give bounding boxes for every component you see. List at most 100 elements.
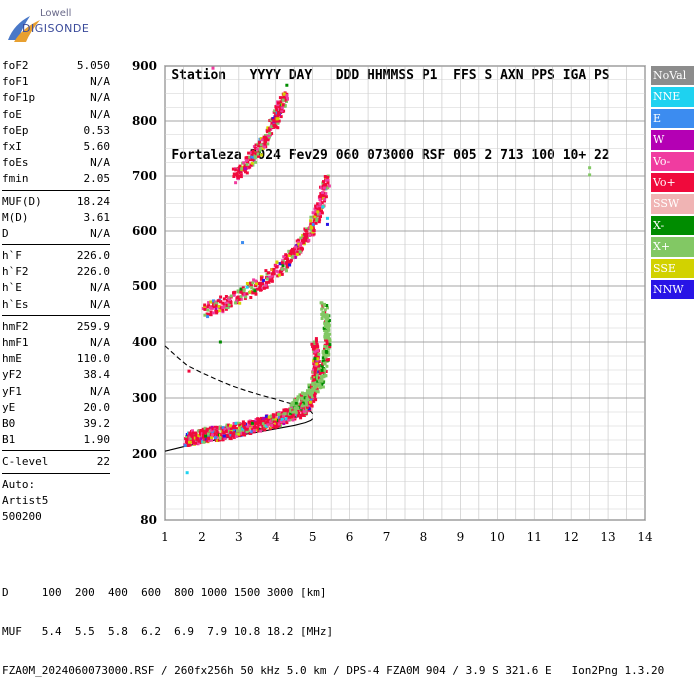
param-row: foF1p N/A <box>2 91 110 105</box>
header-value: 005 <box>453 148 477 163</box>
param-row: foF1 N/A <box>2 75 110 89</box>
echo-point <box>287 415 291 419</box>
echo-point <box>323 329 327 332</box>
echo-point <box>218 340 222 344</box>
header-labels: Station YYYY DAY DDD HHMMSS P1 FFS S AXN… <box>140 52 610 100</box>
echo-point <box>326 335 330 339</box>
echo-point <box>312 219 316 223</box>
echo-point <box>252 145 256 149</box>
echo-point <box>206 305 210 309</box>
echo-point <box>309 215 313 219</box>
echo-point <box>224 295 228 298</box>
header-value: 100 <box>531 148 555 163</box>
echo-point <box>305 234 309 238</box>
echo-point <box>307 383 311 387</box>
echo-point <box>265 130 269 134</box>
echo-point <box>259 429 263 433</box>
param-row: C-level 22 <box>2 455 110 469</box>
echo-point <box>289 407 293 411</box>
echo-point <box>217 304 221 308</box>
divider <box>2 314 110 316</box>
echo-point <box>327 323 331 327</box>
echo-point <box>207 437 211 441</box>
echo-point <box>302 232 306 236</box>
echo-point <box>280 96 284 100</box>
echo-point <box>299 244 303 247</box>
station-header: Station YYYY DAY DDD HHMMSS P1 FFS S AXN… <box>140 20 610 196</box>
echo-point <box>277 422 281 426</box>
echo-point <box>188 443 192 447</box>
x-tick-label: 9 <box>457 530 465 544</box>
echo-point <box>313 207 317 211</box>
echo-point <box>289 411 293 415</box>
echo-point <box>313 378 317 382</box>
echo-point <box>206 308 210 312</box>
echo-point <box>277 411 281 414</box>
echo-point <box>321 362 325 366</box>
echo-point <box>276 117 280 120</box>
echo-point <box>268 278 272 282</box>
echo-point <box>326 175 330 179</box>
x-tick-label: 3 <box>235 530 243 544</box>
echo-point <box>264 414 268 418</box>
echo-point <box>291 403 295 407</box>
echo-point <box>316 364 320 368</box>
echo-point <box>323 175 327 178</box>
echo-point <box>285 263 289 267</box>
echo-point <box>315 389 319 393</box>
echo-point <box>285 96 289 100</box>
echo-point <box>291 414 295 418</box>
echo-point <box>210 433 214 437</box>
echo-point <box>236 289 240 293</box>
ionogram-plot: 1 2 3 4 5 6 7 8 9 10 11 12 13 14802003004005006007008… <box>132 59 653 544</box>
echo-point <box>323 313 327 317</box>
echo-point <box>237 297 241 301</box>
echo-point <box>261 138 264 142</box>
echo-point <box>311 223 315 226</box>
echo-point <box>328 343 332 347</box>
echo-point <box>296 402 300 406</box>
echo-point <box>188 431 192 435</box>
echo-point <box>191 429 194 433</box>
echo-point <box>245 292 249 296</box>
echo-point <box>319 386 323 389</box>
echo-point <box>309 393 312 397</box>
echo-point <box>259 416 263 420</box>
echo-point <box>296 409 300 413</box>
muf-line: MUF 5.4 5.5 5.8 6.2 6.9 7.9 10.8 18.2 [M… <box>2 625 334 638</box>
echo-point <box>267 280 271 284</box>
echo-point <box>273 115 277 119</box>
legend-item-vo-plus: Vo+ <box>651 172 694 193</box>
echo-point <box>299 416 303 420</box>
echo-point <box>321 356 325 360</box>
echo-point <box>212 305 216 309</box>
echo-point <box>325 339 329 343</box>
echo-point <box>194 441 198 445</box>
echo-point <box>244 295 248 299</box>
echo-point <box>229 431 233 435</box>
echo-point <box>251 158 255 161</box>
echo-point <box>321 191 325 195</box>
echo-point <box>309 219 313 223</box>
echo-point <box>283 104 287 107</box>
echo-point <box>280 272 284 276</box>
echo-point <box>307 400 311 404</box>
header-value: 713 <box>500 148 524 163</box>
divider <box>2 189 110 191</box>
echo-point <box>317 220 321 224</box>
echo-point <box>251 291 255 295</box>
echo-point <box>240 167 244 171</box>
echo-point <box>253 424 257 428</box>
echo-point <box>310 390 314 394</box>
echo-point <box>226 306 230 310</box>
header-label: PS <box>594 68 610 83</box>
echo-point <box>252 428 256 432</box>
echo-point <box>294 401 298 405</box>
echo-point <box>300 239 304 243</box>
echo-point <box>209 313 213 317</box>
echo-point <box>201 435 205 439</box>
echo-point <box>260 276 263 280</box>
x-tick-label: 7 <box>383 530 391 544</box>
echo-point <box>232 293 236 297</box>
echo-point <box>303 238 307 242</box>
